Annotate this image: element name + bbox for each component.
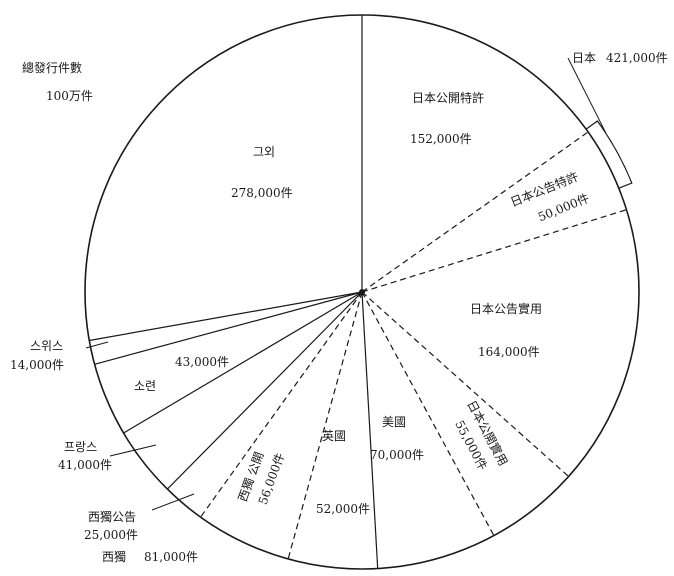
slice-value-other: 278,000件 — [231, 186, 293, 200]
slice-value-usa: 70,000件 — [370, 448, 424, 462]
group-value-west-germany: 81,000件 — [144, 550, 198, 564]
group-label-west-germany: 西獨 — [102, 549, 126, 564]
slice-boundary-5 — [361, 291, 495, 536]
slice-value-swiss: 14,000件 — [10, 358, 64, 372]
slice-label-france: 프랑스 — [64, 440, 97, 454]
slice-boundary-4 — [361, 291, 569, 477]
slice-boundary-10 — [123, 291, 363, 434]
japan-group-leader — [567, 57, 607, 134]
slice-boundary-11 — [94, 291, 363, 365]
slice-value-ussr: 43,000件 — [175, 355, 229, 369]
slice-dividers — [89, 15, 627, 569]
pie-outline — [84, 14, 640, 570]
pie-center-dot — [359, 289, 365, 295]
slice-label-usa: 美國 — [382, 415, 406, 429]
slice-label-other: 그외 — [253, 145, 275, 159]
slice-boundary-9 — [166, 291, 363, 490]
leader-line-swiss — [85, 341, 109, 349]
slice-label-uk: 英國 — [322, 429, 346, 443]
slice-boundary-2 — [361, 131, 589, 293]
slice-boundary-12 — [89, 291, 363, 342]
slice-boundary-3 — [361, 209, 627, 293]
slice-boundary-7 — [287, 291, 363, 560]
total-label: 總發行件數 — [22, 60, 82, 75]
japan-group-bracket — [585, 120, 633, 189]
slice-label-west-germany-pub: 西獨公告 — [88, 509, 136, 524]
slice-boundary-6 — [361, 291, 379, 569]
slice-value-jp-open-patent: 152,000件 — [410, 132, 472, 146]
slice-label-jp-pub-utility: 日本公告實用 — [470, 301, 542, 316]
slice-value-west-germany-pub: 25,000件 — [84, 528, 138, 542]
slice-boundary-8 — [200, 291, 363, 518]
group-value-japan: 421,000件 — [606, 51, 668, 65]
slice-value-uk: 52,000件 — [316, 502, 370, 516]
slice-label-jp-open-patent: 日本公開特許 — [412, 90, 484, 105]
slice-label-ussr: 소련 — [134, 379, 156, 393]
slice-value-france: 41,000件 — [58, 458, 112, 472]
slice-value-jp-pub-utility: 164,000件 — [478, 345, 540, 359]
group-label-japan: 日本 — [572, 51, 596, 65]
slice-label-swiss: 스위스 — [30, 339, 63, 353]
leader-line-west-germany-published — [151, 493, 195, 511]
leader-line-france — [109, 444, 157, 457]
total-value: 100万件 — [46, 89, 93, 103]
